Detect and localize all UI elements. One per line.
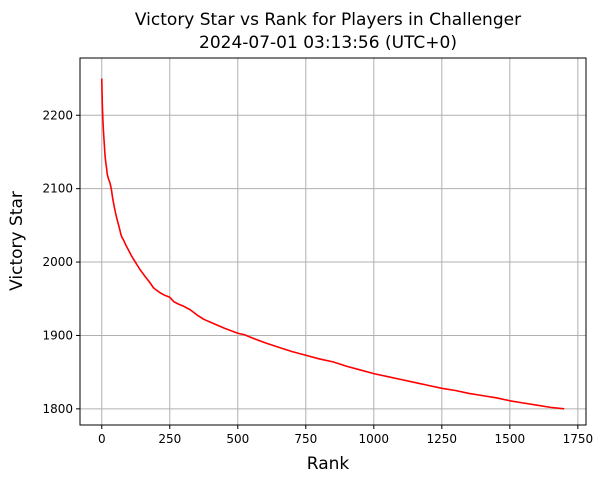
axis-ticks: 0 250 500 750 1000 1250 1500 1750 1800 1900 2000 21… bbox=[42, 108, 593, 446]
x-tick-label: 0 bbox=[98, 432, 106, 446]
y-tick-label: 1900 bbox=[42, 328, 73, 342]
x-tick-label: 500 bbox=[226, 432, 249, 446]
x-tick-label: 750 bbox=[294, 432, 317, 446]
x-axis-label: Rank bbox=[307, 454, 350, 474]
y-tick-label: 2000 bbox=[42, 255, 73, 269]
y-tick-label: 1800 bbox=[42, 402, 73, 416]
series-line bbox=[100, 78, 565, 410]
gridlines bbox=[80, 58, 586, 425]
plot-frame bbox=[79, 57, 587, 426]
chart-subtitle: 2024-07-01 03:13:56 (UTC+0) bbox=[199, 33, 457, 53]
y-tick-label: 2200 bbox=[42, 108, 73, 122]
y-tick-label: 2100 bbox=[42, 182, 73, 196]
x-tick-label: 1000 bbox=[359, 432, 390, 446]
chart-title: Victory Star vs Rank for Players in Chal… bbox=[135, 10, 521, 30]
x-tick-label: 1750 bbox=[563, 432, 594, 446]
series-group bbox=[100, 78, 565, 410]
x-tick-label: 1500 bbox=[495, 432, 526, 446]
x-tick-label: 250 bbox=[158, 432, 181, 446]
y-axis-label: Victory Star bbox=[7, 191, 27, 291]
x-tick-label: 1250 bbox=[427, 432, 458, 446]
